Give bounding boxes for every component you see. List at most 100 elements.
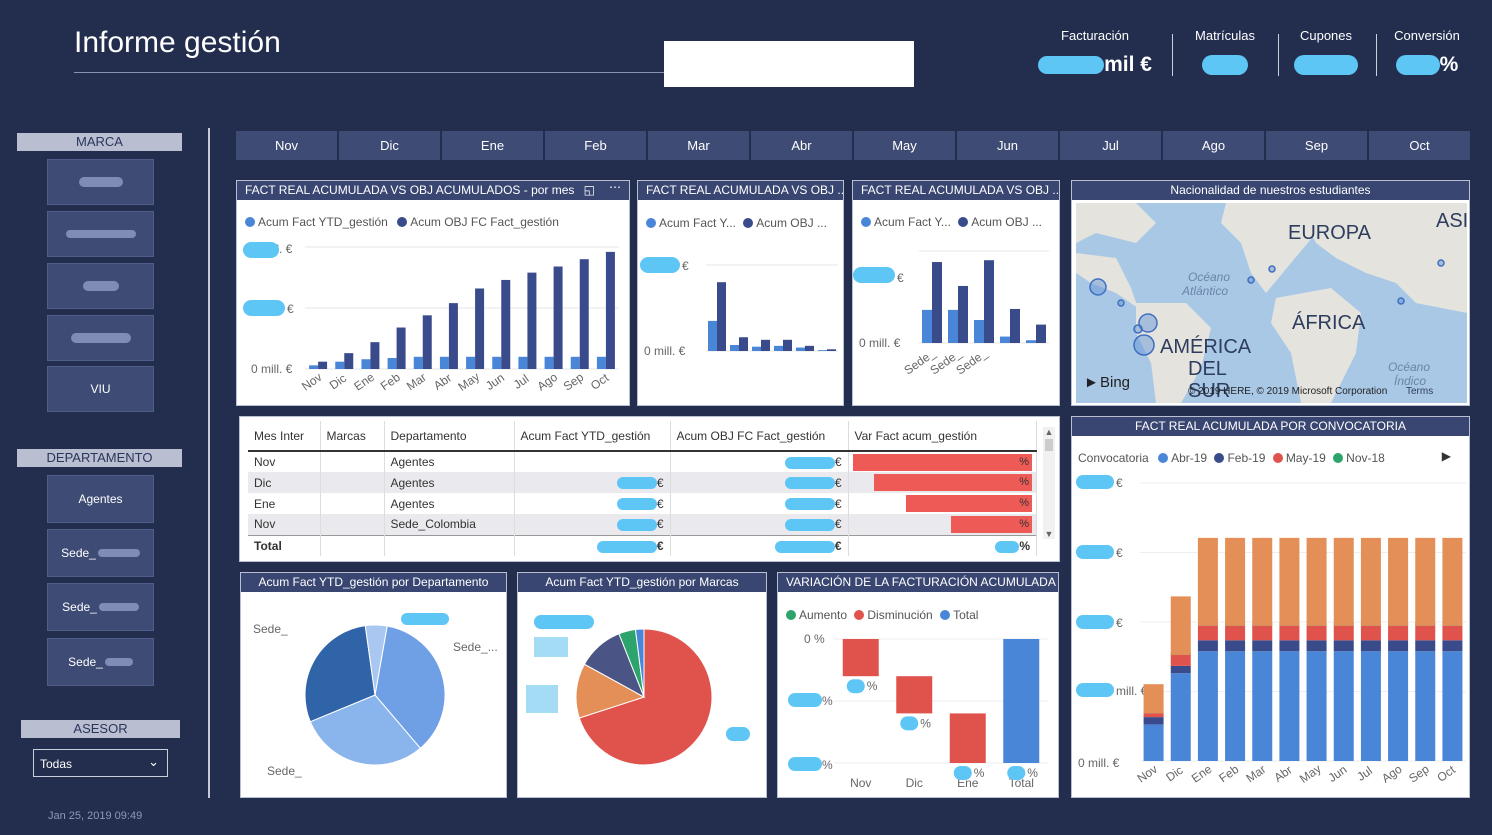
marca-item-2[interactable] — [47, 211, 154, 257]
stacked-segment — [1360, 625, 1381, 641]
stacked-segment — [1306, 651, 1327, 761]
stacked-segment — [1143, 713, 1164, 718]
refresh-timestamp: Jan 25, 2019 09:49 — [48, 810, 143, 822]
departamento-item-agentes[interactable]: Agentes — [47, 475, 154, 523]
bar — [387, 358, 397, 369]
stacked-segment — [1415, 640, 1436, 652]
x-tick: Jul — [511, 372, 532, 392]
world-map[interactable]: EUROPA ASI ÁFRICA AMÉRICA DEL SUR Océano… — [1076, 203, 1467, 403]
bar-chart: €0 mill. €Sede_Sede_Sede_ — [853, 250, 1049, 377]
bar — [1000, 336, 1010, 343]
marca-item-3[interactable] — [47, 263, 154, 309]
bar — [761, 339, 770, 351]
stacked-segment — [1197, 537, 1218, 626]
month-button-jul[interactable]: Jul — [1060, 131, 1161, 160]
table-row: Nov Sede_Colombia € €% — [248, 514, 1037, 535]
more-options-icon[interactable]: ⋯ — [609, 181, 621, 194]
map-label-sur: SUR — [1188, 380, 1230, 402]
scroll-thumb[interactable] — [1045, 439, 1053, 451]
bar — [730, 344, 739, 351]
map-label-africa: ÁFRICA — [1292, 311, 1366, 334]
departamento-item-sede-1[interactable]: Sede_ — [47, 529, 154, 577]
pie-slice — [634, 628, 645, 698]
marca-item-1[interactable] — [47, 159, 154, 205]
month-button-dic[interactable]: Dic — [339, 131, 440, 160]
departamento-item-sede-3[interactable]: Sede_ — [47, 638, 154, 686]
month-button-ene[interactable]: Ene — [442, 131, 543, 160]
column-header[interactable]: Departamento — [384, 421, 515, 452]
redaction — [1076, 545, 1114, 559]
x-tick: Jul — [1354, 764, 1375, 784]
map-bubble — [1133, 324, 1143, 334]
asesor-dropdown[interactable]: Todas ⌄ — [33, 749, 168, 777]
map-copyright: © 2019 HERE, © 2019 Microsoft Corporatio… — [1188, 386, 1387, 397]
month-button-may[interactable]: May — [854, 131, 955, 160]
bar — [605, 251, 615, 369]
month-button-abr[interactable]: Abr — [751, 131, 852, 160]
stacked-segment — [1415, 625, 1436, 641]
pie-marcas[interactable]: Acum Fact YTD_gestión por Marcas — [517, 572, 767, 798]
month-button-mar[interactable]: Mar — [648, 131, 749, 160]
waterfall-bar — [842, 639, 879, 677]
bar — [708, 320, 717, 351]
divider — [208, 128, 210, 798]
bar — [570, 356, 580, 369]
month-button-nov[interactable]: Nov — [236, 131, 337, 160]
month-button-sep[interactable]: Sep — [1266, 131, 1367, 160]
chart-title: VARIACIÓN DE LA FACTURACIÓN ACUMULADA — [778, 573, 1058, 592]
column-header[interactable]: Mes Inter — [248, 421, 321, 452]
bar — [527, 272, 537, 369]
bar — [439, 356, 449, 369]
column-header[interactable]: Marcas — [320, 421, 385, 452]
bar — [422, 315, 432, 369]
waterfall-bar — [949, 713, 986, 763]
scroll-up-icon[interactable]: ▲ — [1044, 427, 1054, 437]
marca-item-4[interactable] — [47, 315, 154, 361]
scroll-down-icon[interactable]: ▼ — [1044, 529, 1054, 539]
legend-next-icon[interactable]: ▶ — [1441, 449, 1451, 463]
month-button-ago[interactable]: Ago — [1163, 131, 1264, 160]
bar — [948, 309, 958, 343]
legend-dot — [245, 217, 255, 227]
bar — [974, 320, 984, 343]
chart-fact-vs-obj-por-mes[interactable]: FACT REAL ACUMULADA VS OBJ ACUMULADOS - … — [236, 180, 630, 406]
chart-fact-vs-obj-2[interactable]: FACT REAL ACUMULADA VS OBJ ... Acum Fact… — [637, 180, 844, 406]
column-header[interactable]: Var Fact acum_gestión — [848, 421, 1037, 452]
column-header[interactable]: Acum Fact YTD_gestión — [514, 421, 671, 452]
pie-slice — [309, 694, 422, 766]
bar — [466, 356, 476, 369]
column-header[interactable]: Acum OBJ FC Fact_gestión — [670, 421, 849, 452]
chart-fact-vs-obj-3[interactable]: FACT REAL ACUMULADA VS OBJ ... Acum Fact… — [852, 180, 1060, 406]
stacked-segment — [1252, 537, 1273, 626]
chart-title: Nacionalidad de nuestros estudiantes — [1072, 181, 1469, 200]
map-nacionalidad[interactable]: Nacionalidad de nuestros estudiantes EUR… — [1071, 180, 1470, 406]
month-button-jun[interactable]: Jun — [957, 131, 1058, 160]
departamento-item-sede-2[interactable]: Sede_ — [47, 583, 154, 631]
x-tick: Nov — [850, 776, 871, 790]
data-label: % — [867, 679, 878, 693]
bar — [448, 303, 458, 369]
chart-convocatoria[interactable]: FACT REAL ACUMULADA POR CONVOCATORIA Con… — [1071, 416, 1470, 798]
map-label-ocean: Océano — [1388, 360, 1430, 374]
bar — [984, 260, 994, 343]
bing-label: Bing — [1100, 374, 1130, 391]
focus-mode-icon[interactable]: ◱ — [583, 183, 595, 197]
detail-table[interactable]: Mes Inter Marcas Departamento Acum Fact … — [239, 416, 1060, 562]
bar — [344, 353, 354, 369]
month-button-oct[interactable]: Oct — [1369, 131, 1470, 160]
map-terms-link[interactable]: Terms — [1406, 386, 1433, 397]
bar — [796, 347, 805, 351]
scrollbar[interactable]: ▲ ▼ — [1043, 427, 1055, 539]
x-tick: Dic — [906, 776, 923, 790]
redaction — [788, 757, 822, 771]
waterfall-variacion[interactable]: VARIACIÓN DE LA FACTURACIÓN ACUMULADA Au… — [777, 572, 1059, 798]
pie-departamento[interactable]: Acum Fact YTD_gestión por Departamento S… — [240, 572, 507, 798]
kpi-conversion: Conversión % — [1384, 28, 1470, 77]
pie-slice — [575, 663, 646, 719]
bar-chart: mill. €€0 mill. €NovDicEneFebMarAbrMayJu… — [243, 242, 619, 394]
marca-item-viu[interactable]: VIU — [47, 366, 154, 412]
stacked-segment — [1442, 625, 1463, 641]
y-tick: 0 mill. € — [859, 336, 901, 350]
stacked-segment — [1388, 640, 1409, 652]
month-button-feb[interactable]: Feb — [545, 131, 646, 160]
